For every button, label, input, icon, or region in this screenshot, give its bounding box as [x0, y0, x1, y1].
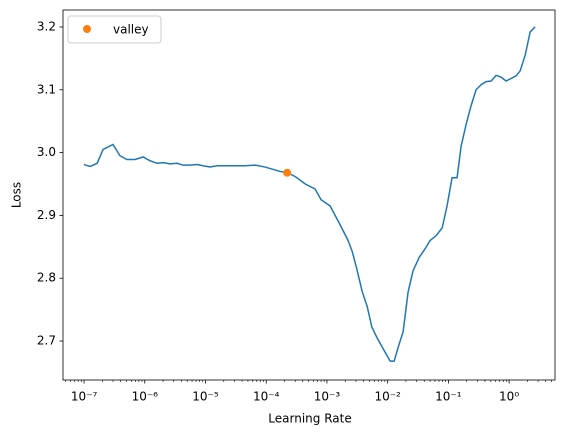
legend-marker [83, 25, 91, 33]
loss-line [83, 26, 536, 362]
plot-frame [62, 9, 556, 381]
x-tick-label: 10⁻⁷ [71, 390, 98, 404]
legend-box [67, 15, 162, 44]
x-axis-label: Learning Rate [268, 412, 351, 426]
valley-point [283, 168, 292, 177]
y-tick-label: 3.2 [37, 19, 56, 33]
x-tick-label: 10⁰ [499, 390, 519, 404]
y-tick-label: 3.1 [37, 82, 56, 96]
x-tick-label: 10⁻⁶ [132, 390, 159, 404]
x-tick-label: 10⁻³ [314, 390, 341, 404]
y-tick-label: 2.7 [37, 334, 56, 348]
x-tick-label: 10⁻⁵ [192, 390, 219, 404]
y-tick-label: 2.9 [37, 208, 56, 222]
y-axis-label: Loss [10, 182, 24, 208]
y-tick-label: 3.0 [37, 145, 56, 159]
x-tick-label: 10⁻² [374, 390, 401, 404]
y-tick-label: 2.8 [37, 271, 56, 285]
x-tick-label: 10⁻¹ [435, 390, 462, 404]
x-tick-label: 10⁻⁴ [253, 390, 280, 404]
legend-label: valley [113, 23, 149, 37]
